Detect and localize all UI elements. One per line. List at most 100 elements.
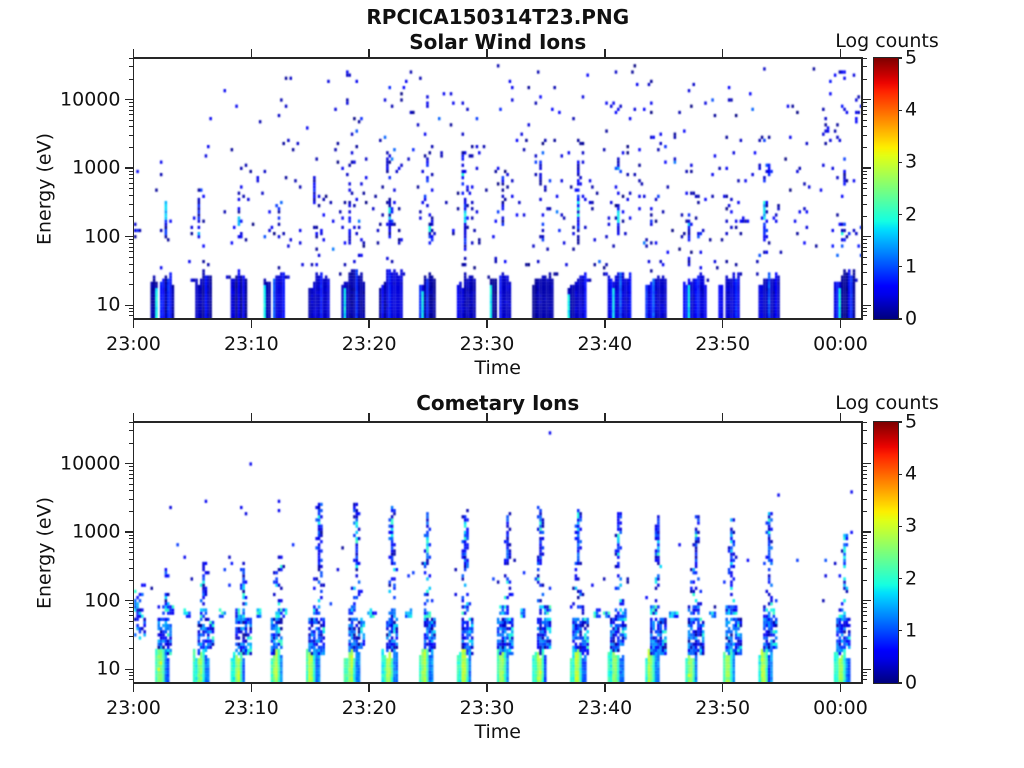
panel2-yminortick-right-3-3: [862, 498, 867, 500]
panel2-xtick-mark-3: [486, 683, 488, 692]
panel2-xtick-mark-0: [132, 683, 135, 692]
panel2-yminortick-right-1-7: [862, 610, 867, 612]
panel2-yminortick-3-8: [128, 469, 134, 471]
panel2-ytick-3: 10000: [60, 452, 121, 475]
panel2-yminortick-3-9: [128, 466, 134, 468]
panel1-ytick-mark-right-3: [862, 98, 871, 101]
panel2-cbtick-mark-0: [898, 682, 902, 684]
panel2-cbtick-mark-1: [898, 630, 902, 632]
panel1-yminortick-right-4-2: [862, 78, 867, 80]
panel2-yminortick-1-8: [128, 606, 134, 608]
panel1-yminortick-1-4: [128, 263, 134, 265]
panel1-yminortick-right-2-2: [862, 215, 867, 217]
panel2-yminortick-right-2-4: [862, 558, 867, 560]
panel1-ytick-mark-right-0: [862, 304, 871, 307]
panel1-ytick-mark-0: [124, 304, 134, 307]
panel1-ytick-mark-3: [124, 98, 134, 101]
panel2-heatmap: [133, 422, 863, 683]
panel1-heatmap: [133, 58, 863, 319]
panel2-yminortick-right-2-6: [862, 546, 867, 548]
panel1-yminortick-4-2: [128, 78, 134, 80]
panel2-yminortick-1-3: [128, 636, 134, 638]
panel2-yminortick-right-2-2: [862, 579, 867, 581]
panel2-yminortick-right-2-5: [862, 552, 867, 554]
panel1-colorbar: [874, 58, 898, 319]
panel1-xtick-mark-3: [486, 319, 488, 328]
panel2-yminortick-right-2-8: [862, 538, 867, 540]
panel1-xtick-mark-0: [132, 319, 135, 328]
panel1-ytick-1: 100: [84, 225, 121, 248]
panel1-ytick-mark-right-2: [862, 167, 871, 169]
panel2-yminortick-right-2-9: [862, 534, 867, 536]
panel1-yminortick-right-1-4: [862, 263, 867, 265]
panel2-xtick-mark-1: [250, 683, 253, 692]
panel2-xtick-mark-6: [839, 683, 842, 692]
panel2-yminortick-right-3-7: [862, 473, 867, 475]
panel2-ytick-2: 1000: [72, 520, 121, 543]
panel1-yminortick-right-1-6: [862, 251, 867, 253]
panel2-ytick-mark-2: [124, 531, 134, 533]
panel2-cbtick-3: 3: [905, 514, 918, 537]
panel1-yminortick-right-3-6: [862, 114, 867, 116]
panel2-yminortick-2-2: [128, 579, 134, 581]
panel1-yminortick-right-1-2: [862, 284, 867, 286]
panel1-yminortick-2-5: [128, 188, 134, 190]
panel2-yminortick-right-0-8: [862, 675, 867, 677]
panel1-yminortick-right-4-3: [862, 66, 867, 68]
panel1-spine-bottom: [132, 318, 863, 320]
panel1-yminortick-3-4: [128, 126, 134, 128]
panel1-yminortick-3-7: [128, 109, 134, 111]
panel2-yminortick-right-3-6: [862, 478, 867, 480]
panel2-xtick-1: 23:10: [223, 696, 279, 719]
panel1-xtick-mark-1: [250, 319, 253, 328]
panel2-cbtick-0: 0: [905, 671, 918, 694]
panel2-yminortick-1-6: [128, 615, 134, 617]
panel2-yminortick-2-9: [128, 534, 134, 536]
panel2-yminortick-1-7: [128, 610, 134, 612]
panel2-yminortick-3-4: [128, 490, 134, 492]
panel2-ytick-mark-3: [124, 462, 134, 465]
panel1-yminortick-3-3: [128, 134, 134, 136]
panel1-yminortick-2-8: [128, 174, 134, 176]
panel2-cbtick-2: 2: [905, 567, 918, 590]
panel2-yminortick-1-4: [128, 627, 134, 629]
panel2-yminortick-right-1-5: [862, 620, 867, 622]
panel1-yminortick-3-6: [128, 114, 134, 116]
panel2-yminortick-4-3: [128, 430, 134, 432]
panel1-yminortick-right-2-8: [862, 174, 867, 176]
panel2-cbtick-5: 5: [905, 410, 918, 433]
panel1-xtick-mark-2: [368, 319, 370, 328]
panel1-yminortick-right-2-3: [862, 203, 867, 205]
panel2-yminortick-right-3-2: [862, 511, 867, 513]
panel1-yminortick-1-6: [128, 251, 134, 253]
panel1-yminortick-right-2-9: [862, 170, 867, 172]
panel1-xtick-mark-5: [721, 319, 724, 328]
panel1-yminortick-4-3: [128, 66, 134, 68]
panel2-xtick-6: 00:00: [813, 696, 868, 719]
panel2-xtick-mark-top-4: [604, 413, 606, 422]
panel2-ytick-mark-right-0: [862, 668, 871, 671]
panel2-colorbar: [874, 422, 898, 683]
panel2-yminortick-right-3-4: [862, 490, 867, 492]
panel2-yminortick-3-5: [128, 483, 134, 485]
panel1-yminortick-1-2: [128, 284, 134, 286]
panel2-xtick-mark-top-5: [721, 413, 724, 422]
panel1-yminortick-right-4-4: [862, 57, 867, 59]
panel2-ytick-mark-0: [124, 668, 134, 671]
panel1-yminortick-right-0-8: [862, 311, 867, 313]
panel2-yminortick-2-3: [128, 567, 134, 569]
panel2-colorbar-label: Log counts: [835, 391, 939, 414]
panel1-yminortick-right-3-2: [862, 147, 867, 149]
panel2-yminortick-4-4: [128, 421, 134, 423]
panel1-yminortick-3-2: [128, 147, 134, 149]
panel1-yminortick-1-5: [128, 256, 134, 258]
panel2-yminortick-right-0-7: [862, 679, 867, 681]
panel2-xtick-0: 23:00: [106, 696, 161, 719]
panel1-yminortick-right-2-5: [862, 188, 867, 190]
panel1-yminortick-2-7: [128, 178, 134, 180]
panel1-cbtick-mark-3: [898, 161, 902, 163]
panel1-yminortick-right-3-7: [862, 109, 867, 111]
panel1-yminortick-right-3-3: [862, 134, 867, 136]
panel1-xtick-1: 23:10: [223, 332, 279, 355]
